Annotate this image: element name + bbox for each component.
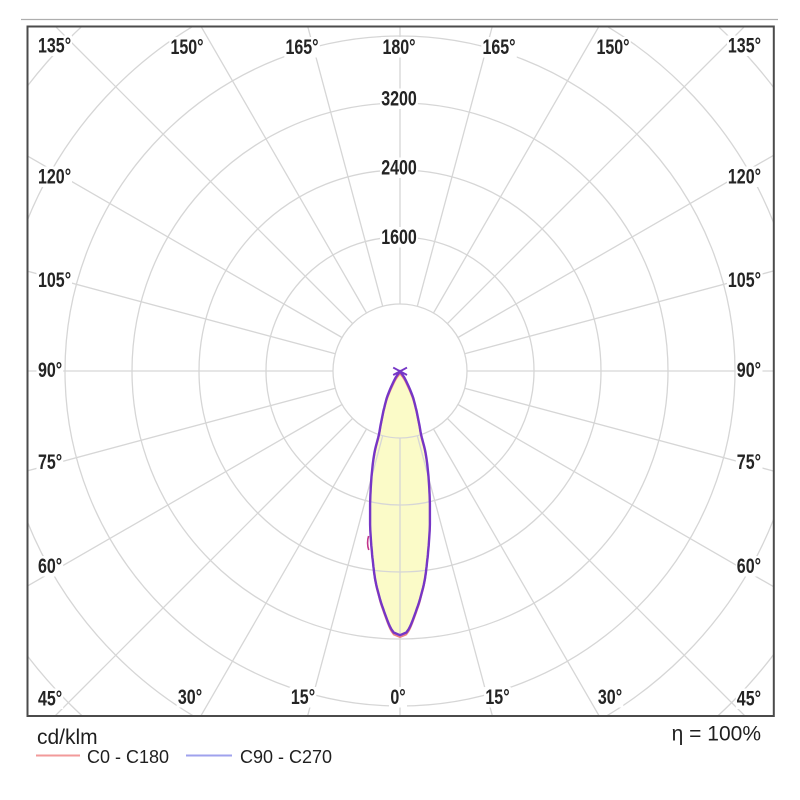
svg-text:180°: 180° xyxy=(382,36,415,60)
svg-text:105°: 105° xyxy=(728,269,761,293)
svg-text:30°: 30° xyxy=(598,686,622,710)
svg-text:105°: 105° xyxy=(38,269,71,293)
svg-text:cd/klm: cd/klm xyxy=(37,726,98,749)
svg-text:15°: 15° xyxy=(485,686,509,710)
svg-text:150°: 150° xyxy=(170,36,203,60)
svg-text:120°: 120° xyxy=(728,165,761,189)
svg-text:C90 - C270: C90 - C270 xyxy=(240,747,332,767)
svg-text:C0 - C180: C0 - C180 xyxy=(87,747,169,767)
svg-text:15°: 15° xyxy=(291,686,315,710)
svg-text:60°: 60° xyxy=(737,555,761,579)
svg-text:150°: 150° xyxy=(596,36,629,60)
svg-text:45°: 45° xyxy=(38,687,62,711)
svg-text:135°: 135° xyxy=(728,34,761,58)
svg-text:45°: 45° xyxy=(737,687,761,711)
svg-text:165°: 165° xyxy=(285,36,318,60)
svg-text:3200: 3200 xyxy=(381,87,417,111)
svg-text:120°: 120° xyxy=(38,165,71,189)
svg-text:30°: 30° xyxy=(178,686,202,710)
svg-text:0°: 0° xyxy=(390,686,405,710)
svg-text:75°: 75° xyxy=(737,451,761,475)
svg-text:90°: 90° xyxy=(737,359,761,383)
svg-text:60°: 60° xyxy=(38,555,62,579)
svg-text:90°: 90° xyxy=(38,359,62,383)
svg-text:165°: 165° xyxy=(482,36,515,60)
svg-text:2400: 2400 xyxy=(381,156,417,180)
svg-text:η = 100%: η = 100% xyxy=(672,723,761,746)
svg-text:75°: 75° xyxy=(38,451,62,475)
svg-text:1600: 1600 xyxy=(381,226,417,250)
svg-text:135°: 135° xyxy=(38,34,71,58)
